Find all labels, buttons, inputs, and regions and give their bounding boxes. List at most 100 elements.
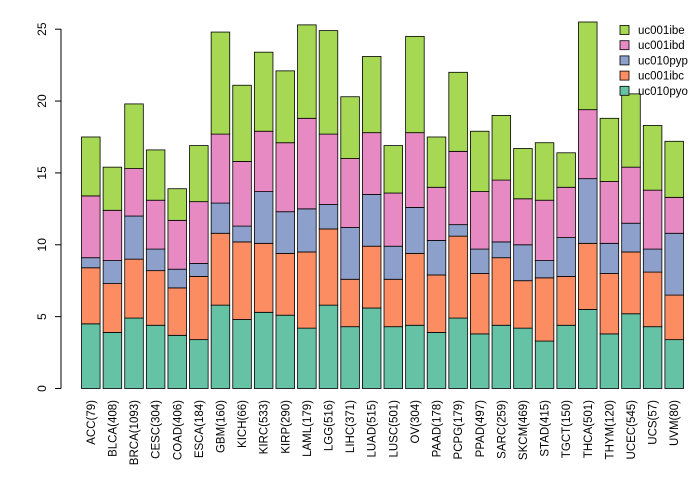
- bar-segment-uc001ibd: [362, 132, 382, 195]
- bar-segment-uc001ibe: [578, 21, 598, 111]
- x-tick-label: THYM(120): [604, 400, 616, 460]
- x-tick-label: KIRP(290): [280, 400, 292, 454]
- bar-segment-uc010pyo: [513, 327, 533, 389]
- bar-stack: [426, 136, 447, 389]
- x-tick-label: SKCM(469): [518, 400, 530, 460]
- bar-segment-uc010pyo: [491, 324, 512, 389]
- bar-segment-uc010pyo: [426, 332, 447, 389]
- bar-segment-uc001ibd: [664, 196, 684, 234]
- bar-segment-uc010pyo: [599, 333, 620, 389]
- legend-swatch: [619, 25, 630, 35]
- bar-segment-uc010pyo: [340, 326, 360, 389]
- bar-segment-uc010pyo: [124, 317, 144, 389]
- bar-segment-uc010pyo: [253, 311, 274, 389]
- bar-segment-uc001ibc: [578, 242, 598, 310]
- bar-segment-uc001ibc: [362, 245, 382, 309]
- bar-segment-uc001ibe: [232, 84, 252, 162]
- bar-segment-uc001ibd: [556, 186, 576, 238]
- bar-segment-uc001ibe: [124, 103, 144, 169]
- bar-segment-uc001ibc: [253, 242, 274, 313]
- bar-stack: [81, 136, 101, 389]
- bar-segment-uc001ibc: [102, 283, 123, 333]
- bar-stack: [599, 117, 620, 389]
- bar-stack: [145, 149, 166, 389]
- bar-segment-uc010pyo: [81, 323, 101, 389]
- bar-segment-uc010pyp: [210, 202, 231, 234]
- bar-segment-uc010pyp: [470, 248, 490, 274]
- x-tick-label: ACC(79): [86, 400, 98, 445]
- bar-segment-uc001ibc: [534, 277, 555, 342]
- x-tick-label: BRCA(1093): [129, 400, 141, 465]
- bar-segment-uc010pyp: [167, 268, 187, 289]
- x-tick-label: THCA(501): [583, 400, 595, 458]
- y-tick-label: 0: [35, 385, 49, 392]
- bar-segment-uc001ibc: [621, 251, 641, 315]
- bar-stack: [275, 70, 295, 389]
- bar-stack: [383, 145, 403, 389]
- bar-stack: [534, 142, 555, 389]
- bar-segment-uc001ibd: [534, 199, 555, 261]
- bar-segment-uc010pyo: [448, 317, 468, 389]
- bar-segment-uc010pyp: [534, 260, 555, 279]
- bar-segment-uc001ibe: [253, 51, 274, 132]
- x-axis-labels: ACC(79) BLCA(408) BRCA(1093) CESC(304) COAD(…: [86, 400, 681, 465]
- y-axis: 0 5 10 15 20 25: [35, 22, 62, 392]
- bar-segment-uc010pyp: [318, 204, 339, 230]
- bar-segment-uc001ibc: [405, 252, 425, 326]
- bar-segment-uc010pyo: [189, 339, 209, 389]
- bar-segment-uc010pyo: [232, 319, 252, 389]
- bar-stack: [124, 103, 144, 389]
- legend-swatch: [619, 85, 630, 96]
- bar-segment-uc001ibc: [210, 232, 231, 306]
- bar-segment-uc001ibd: [642, 189, 663, 250]
- bar-stack: [340, 96, 360, 389]
- bar-segment-uc010pyo: [383, 326, 403, 389]
- x-tick-label: PPAD(497): [475, 400, 487, 457]
- bar-segment-uc010pyo: [664, 339, 684, 389]
- legend-swatch: [619, 70, 630, 81]
- bar-segment-uc010pyp: [145, 248, 166, 272]
- bar-segment-uc010pyp: [340, 227, 360, 280]
- bar-segment-uc010pyp: [102, 260, 123, 284]
- bar-segment-uc010pyo: [642, 326, 663, 389]
- bar-segment-uc001ibd: [621, 166, 641, 224]
- bar-segment-uc001ibd: [189, 201, 209, 264]
- bar-segment-uc010pyo: [275, 314, 295, 389]
- bar-segment-uc001ibd: [405, 132, 425, 208]
- x-tick-label: KICH(66): [237, 400, 249, 448]
- bar-segment-uc010pyp: [426, 240, 447, 276]
- x-tick-label: OV(304): [410, 400, 422, 444]
- bar-segment-uc010pyo: [405, 324, 425, 389]
- bar-segment-uc010pyo: [621, 313, 641, 389]
- bar-segment-uc001ibe: [448, 71, 468, 152]
- bar-segment-uc010pyp: [297, 208, 317, 253]
- y-tick-label: 25: [35, 22, 49, 36]
- y-tick-label: 20: [35, 94, 49, 108]
- bar-stack: [642, 125, 663, 389]
- bar-segment-uc001ibd: [210, 133, 231, 204]
- x-tick-label: BLCA(408): [107, 400, 119, 457]
- bar-stack: [253, 51, 274, 389]
- x-tick-label: LIHC(371): [345, 400, 357, 453]
- bar-segment-uc001ibc: [232, 241, 252, 320]
- x-tick-label: CESC(304): [151, 400, 163, 459]
- x-tick-label: LUSC(501): [388, 400, 400, 458]
- bar-segment-uc001ibe: [621, 93, 641, 168]
- bar-segment-uc001ibd: [578, 109, 598, 180]
- bar-segment-uc001ibd: [253, 130, 274, 192]
- x-tick-label: SARC(259): [496, 400, 508, 459]
- legend-swatch: [619, 40, 630, 51]
- bar-stack: [318, 30, 339, 389]
- bar-segment-uc001ibc: [275, 252, 295, 316]
- y-tick-label: 10: [35, 238, 49, 252]
- x-tick-label: LGG(516): [324, 400, 336, 451]
- bar-stack: [232, 84, 252, 389]
- bar-segment-uc001ibe: [426, 136, 447, 188]
- bar-segment-uc010pyp: [383, 245, 403, 280]
- bar-segment-uc001ibe: [556, 152, 576, 188]
- bar-segment-uc001ibe: [534, 142, 555, 201]
- bar-segment-uc001ibc: [470, 273, 490, 335]
- bar-segment-uc001ibe: [145, 149, 166, 201]
- bar-segment-uc010pyp: [275, 211, 295, 254]
